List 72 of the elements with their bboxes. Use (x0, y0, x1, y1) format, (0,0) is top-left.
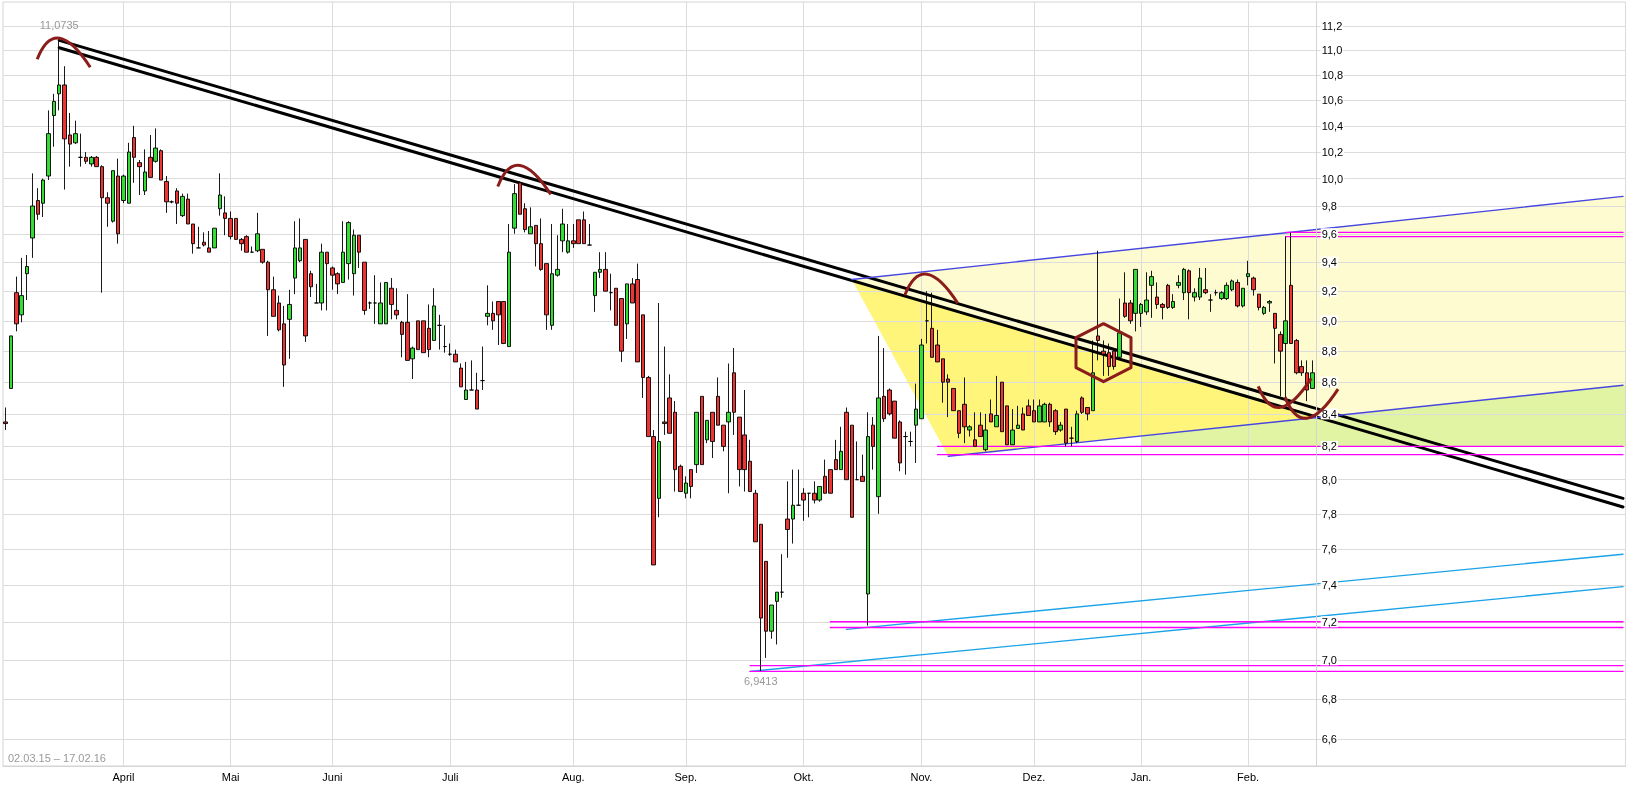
annotation: 11,0735 (39, 18, 79, 31)
candlestick (780, 553, 784, 599)
annotation: 6,9413 (743, 674, 778, 687)
y-tick-label: 9,6 (1321, 227, 1337, 240)
candlestick (52, 93, 56, 148)
y-tick-label: 11,0 (1321, 44, 1343, 57)
candlestick (25, 254, 29, 301)
y-tick-label: 10,6 (1321, 94, 1344, 107)
candlestick (394, 287, 399, 320)
y-tick-label: 7,6 (1321, 542, 1337, 555)
candlestick (437, 314, 442, 351)
y-tick-label: 10,2 (1321, 146, 1344, 159)
y-tick-label: 6,8 (1321, 692, 1337, 705)
y-tick-label: 9,8 (1321, 199, 1337, 212)
y-tick-label: 10,8 (1321, 68, 1344, 81)
annotation: 02.03.15 – 17.02.16 (8, 751, 106, 764)
candlestick (925, 290, 929, 344)
y-tick-label: 8,8 (1321, 345, 1337, 358)
candlestick (287, 289, 292, 360)
candlestick (908, 431, 913, 447)
candlestick (464, 361, 468, 400)
candlestick (368, 301, 372, 310)
x-tick-label: Okt. (793, 770, 814, 783)
y-tick-label: 6,6 (1321, 733, 1337, 746)
candlestick (218, 172, 222, 217)
candlestick (46, 109, 51, 181)
y-tick-label: 9,0 (1321, 314, 1337, 327)
candlestick (801, 487, 806, 522)
candlestick (796, 469, 801, 506)
candlestick (1251, 276, 1256, 297)
candlestick (202, 231, 206, 247)
y-tick-label: 7,0 (1321, 653, 1337, 666)
candlestick (9, 335, 13, 389)
candlestick (1246, 260, 1250, 286)
candlestick (1273, 312, 1277, 364)
y-tick-label: 9,4 (1321, 256, 1337, 269)
candlestick (775, 591, 779, 645)
candlestick (362, 261, 367, 316)
y-tick-label: 8,4 (1321, 407, 1337, 420)
candlestick (480, 346, 485, 391)
x-tick-label: Jan. (1130, 770, 1152, 783)
y-tick-label: 8,2 (1321, 440, 1337, 453)
y-tick-label: 8,6 (1321, 376, 1337, 389)
x-tick-label: Nov. (910, 770, 933, 783)
y-tick-label: 7,8 (1321, 507, 1337, 520)
x-tick-label: Dez. (1022, 770, 1046, 783)
candlestick (973, 411, 977, 447)
y-tick-label: 10,0 (1321, 172, 1344, 185)
y-tick-label: 10,4 (1321, 119, 1344, 132)
x-tick-label: Feb. (1237, 770, 1260, 783)
candlestick (459, 363, 463, 388)
x-tick-label: Juni (322, 770, 343, 783)
x-tick-label: Juli (441, 770, 459, 783)
x-tick-label: Mai (221, 770, 240, 783)
y-tick-label: 9,2 (1321, 285, 1337, 298)
candlestick (1149, 270, 1154, 319)
y-tick-label: 8,0 (1321, 473, 1337, 486)
y-tick-label: 11,2 (1321, 19, 1343, 32)
x-tick-label: Sep. (674, 770, 698, 783)
candlestick (196, 226, 201, 249)
candlestick (443, 324, 447, 354)
candlestick (137, 159, 142, 196)
candlestick (1208, 293, 1213, 313)
candlestick (3, 407, 8, 431)
y-tick-label: 7,4 (1321, 578, 1337, 591)
candlestick (903, 431, 908, 476)
candlestick (1096, 250, 1100, 361)
candlestick (1267, 299, 1272, 313)
x-tick-label: April (112, 770, 135, 783)
y-tick-label: 7,2 (1321, 615, 1337, 628)
x-tick-label: Aug. (562, 770, 585, 783)
candlestick (587, 223, 592, 246)
